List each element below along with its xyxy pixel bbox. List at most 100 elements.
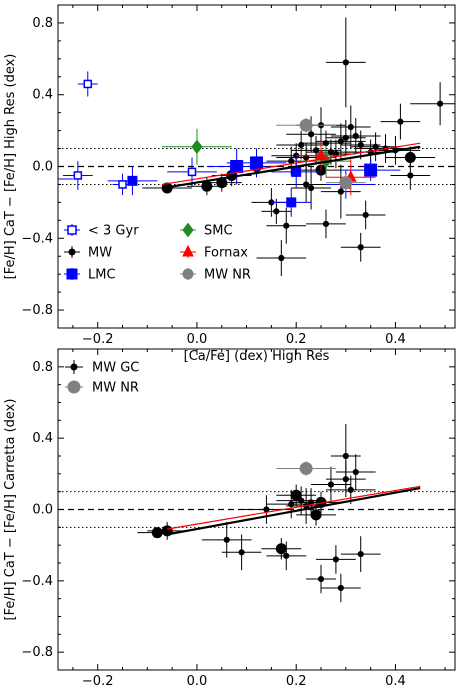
data-point xyxy=(332,556,339,563)
y-axis-label: [Fe/H] CaT − [Fe/H] Carretta (dex) xyxy=(3,399,18,621)
y-tick-label: 0.4 xyxy=(32,431,53,446)
legend: < 3 Gyr MW LMC SMC Fornax MW NR xyxy=(64,222,251,283)
legend-marker xyxy=(68,248,76,256)
y-tick-label: 0.8 xyxy=(32,360,53,375)
data-point xyxy=(19,175,28,184)
plot-area xyxy=(19,17,455,276)
plot-area xyxy=(58,423,455,603)
y-tick-label: −0.8 xyxy=(21,645,53,660)
legend-item: MW NR xyxy=(180,268,251,283)
fit-line xyxy=(162,142,421,186)
data-point xyxy=(397,118,404,125)
data-point xyxy=(347,486,354,493)
data-point xyxy=(407,172,414,179)
series-lmc xyxy=(19,148,401,217)
data-point xyxy=(357,244,364,251)
data-point xyxy=(317,575,325,583)
fit-line xyxy=(162,145,421,190)
data-point xyxy=(337,138,344,145)
legend-marker xyxy=(66,268,78,280)
data-point xyxy=(187,167,197,177)
data-point xyxy=(327,481,335,488)
data-point xyxy=(151,527,163,539)
data-point xyxy=(404,152,416,164)
data-point xyxy=(273,208,280,215)
legend-label: MW xyxy=(88,246,112,261)
bottom-panel: −0.2 0.0 0.2 0.4 −0.8 −0.4 0.0 0.4 0.8 [Ca/Fe] (d… xyxy=(3,348,456,689)
legend-label: < 3 Gyr xyxy=(88,224,139,239)
legend-marker xyxy=(182,244,194,257)
legend-marker xyxy=(67,380,81,394)
data-point xyxy=(342,452,349,460)
x-axis-label: [Ca/Fe] (dex) High Res xyxy=(184,349,330,364)
data-point xyxy=(357,550,364,558)
y-tick-label: −0.4 xyxy=(21,231,53,246)
data-point xyxy=(230,160,244,173)
legend-label: MW NR xyxy=(92,381,139,396)
legend-item: Fornax xyxy=(180,244,248,261)
data-point xyxy=(337,188,344,195)
data-point xyxy=(437,100,444,107)
legend: MW GC MW NR xyxy=(65,360,139,396)
legend-label: Fornax xyxy=(204,246,248,261)
legend-item: SMC xyxy=(180,222,233,239)
legend-marker xyxy=(70,363,78,371)
data-point xyxy=(364,163,378,177)
legend-marker xyxy=(182,268,194,280)
y-tick-label: 0.8 xyxy=(32,16,53,31)
legend-item: LMC xyxy=(64,268,116,283)
legend-label: MW GC xyxy=(92,361,139,376)
y-tick-label: 0.0 xyxy=(32,160,53,175)
legend-label: SMC xyxy=(204,224,233,239)
data-point xyxy=(191,139,203,155)
legend-marker xyxy=(67,225,77,235)
fit-line xyxy=(167,485,421,530)
x-tick-label: 0.4 xyxy=(385,332,406,347)
y-tick-label: 0.0 xyxy=(32,503,53,518)
data-point xyxy=(339,176,353,190)
data-point xyxy=(362,211,369,219)
fit-line xyxy=(166,487,421,536)
data-point xyxy=(250,156,263,170)
data-point xyxy=(315,148,327,161)
data-point xyxy=(352,132,359,140)
series-mw-nr xyxy=(276,118,366,192)
data-point xyxy=(127,175,138,186)
y-tick-label: 0.4 xyxy=(32,88,53,103)
top-panel: −0.2 0.0 0.2 0.4 −0.8 −0.4 0.0 0.4 0.8 [Ca/Fe] (d… xyxy=(3,4,456,364)
y-axis-label: [Fe/H] CaT − [Fe/H] High Res (dex) xyxy=(3,54,18,280)
y-tick-label: −0.4 xyxy=(21,574,53,589)
x-tick-label: −0.2 xyxy=(82,332,114,347)
data-point xyxy=(83,79,93,89)
data-point xyxy=(291,166,302,177)
x-tick-label: −0.2 xyxy=(82,674,114,689)
legend-marker xyxy=(182,222,194,238)
data-point xyxy=(342,59,349,66)
y-tick-label: −0.8 xyxy=(21,303,53,318)
x-tick-label: 0.2 xyxy=(286,332,307,347)
data-point xyxy=(238,549,245,556)
data-point xyxy=(118,180,127,189)
data-point xyxy=(307,131,315,138)
data-point xyxy=(275,543,287,555)
data-point xyxy=(310,509,322,521)
data-point xyxy=(299,461,313,475)
legend-item: MW NR xyxy=(65,380,139,396)
data-point xyxy=(263,506,270,513)
data-point xyxy=(322,220,330,228)
data-point xyxy=(352,468,359,476)
data-point xyxy=(278,254,285,262)
data-point xyxy=(307,184,315,192)
series-mw-nr xyxy=(276,461,336,476)
legend-label: MW NR xyxy=(204,268,251,283)
data-point xyxy=(337,584,344,592)
legend-label: LMC xyxy=(88,268,116,283)
legend-item: < 3 Gyr xyxy=(64,224,139,239)
legend-item: MW xyxy=(64,246,112,261)
data-point xyxy=(347,123,354,131)
x-tick-label: 0.2 xyxy=(286,674,307,689)
x-tick-label: 0.0 xyxy=(187,332,208,347)
x-tick-label: 0.4 xyxy=(385,674,406,689)
data-point xyxy=(73,171,83,180)
